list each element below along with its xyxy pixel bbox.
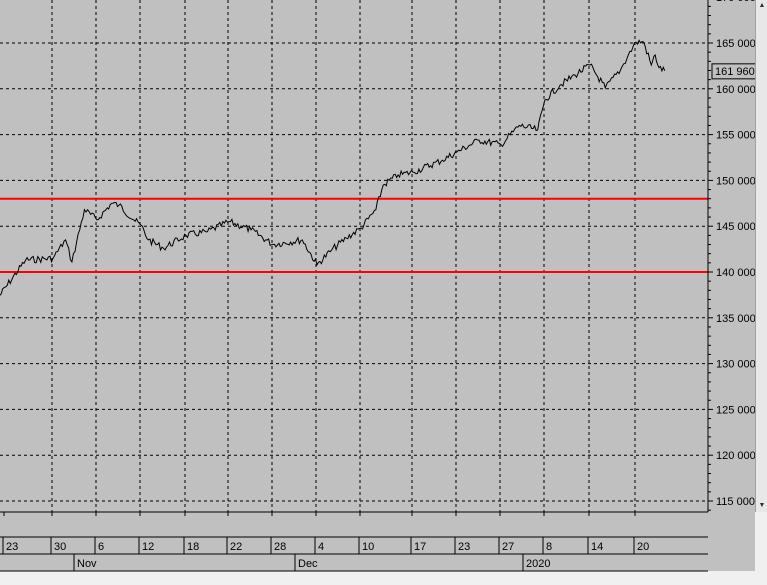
price-tick-label: 115 000	[716, 496, 755, 508]
scroll-down-arrow-icon[interactable]: ▼	[758, 502, 766, 509]
date-tick-label: 8	[546, 541, 552, 553]
price-tick-label: 150 000	[716, 175, 756, 187]
price-axis[interactable]: 115 000 120 000 125 000 130 000 135 000 140 0…	[707, 0, 756, 512]
price-tick-label: 125 000	[716, 404, 756, 416]
date-tick-label: 12	[142, 541, 154, 553]
status-area	[0, 572, 755, 585]
price-tick-label: 140 000	[716, 267, 756, 279]
date-tick-label: 14	[591, 541, 603, 553]
date-tick-label: 4	[318, 541, 324, 553]
period-label: Dec	[298, 558, 318, 570]
price-tick-label: 170 000	[716, 0, 756, 4]
date-tick-label: 23	[6, 541, 18, 553]
price-tick-label: 155 000	[716, 130, 756, 142]
date-tick-label: 10	[362, 541, 374, 553]
date-tick-label: 18	[187, 541, 199, 553]
grid	[0, 0, 708, 512]
price-tick-label: 165 000	[716, 38, 756, 50]
horizontal-levels	[0, 197, 708, 273]
period-label: Nov	[77, 558, 97, 570]
date-tick-label: 6	[98, 541, 104, 553]
date-tick-label: 22	[230, 541, 242, 553]
vertical-scrollbar[interactable]: ▲ ▼	[755, 0, 767, 512]
price-tick-label: 130 000	[716, 359, 756, 371]
price-tick-label: 120 000	[716, 450, 756, 462]
time-axis[interactable]: 23 30 6 12 18 22 28 4 10 17 23 27 8 14 20 Nov Dec 2020	[0, 511, 755, 585]
date-tick-label: 30	[54, 541, 66, 553]
date-tick-label: 28	[274, 541, 286, 553]
date-tick-label: 20	[637, 541, 649, 553]
last-price-label: 161 960	[715, 66, 755, 78]
period-label: 2020	[526, 558, 550, 570]
price-series-line	[0, 39, 666, 296]
scroll-up-arrow-icon[interactable]: ▲	[758, 2, 766, 9]
price-tick-label: 135 000	[716, 313, 756, 325]
price-tick-label: 160 000	[716, 84, 756, 96]
date-tick-label: 17	[414, 541, 426, 553]
date-tick-label: 27	[502, 541, 514, 553]
price-tick-label: 145 000	[716, 221, 756, 233]
chart-background	[0, 0, 755, 571]
date-tick-label: 23	[458, 541, 470, 553]
